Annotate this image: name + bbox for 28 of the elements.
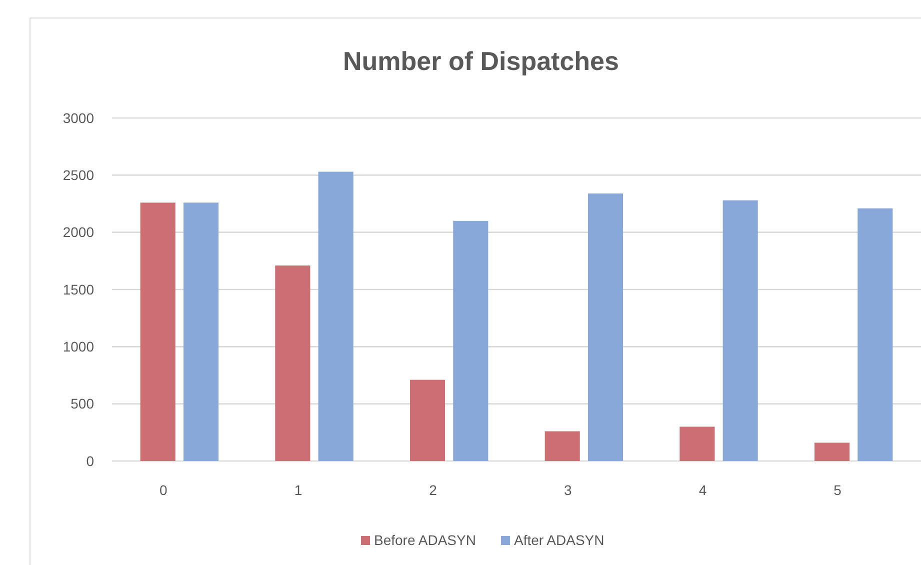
y-tick-label: 3000: [62, 110, 94, 126]
bar: [680, 426, 715, 461]
x-tick-label: 5: [834, 482, 842, 498]
bar: [140, 202, 176, 461]
y-tick-label: 2000: [62, 224, 94, 240]
y-tick-label: 500: [70, 396, 94, 412]
bar: [858, 208, 893, 461]
bar: [410, 380, 446, 461]
y-tick-label: 1000: [62, 338, 94, 355]
x-tick-label: 0: [160, 482, 168, 498]
legend-label: After ADASYN: [514, 532, 604, 548]
y-tick-label: 0: [86, 452, 94, 469]
legend-label: Before ADASYN: [374, 532, 476, 548]
x-tick-label: 4: [698, 482, 707, 498]
bar: [183, 202, 219, 461]
bar: [722, 200, 758, 461]
bar: [544, 431, 580, 461]
x-tick-label: 3: [564, 482, 572, 498]
bar: [453, 220, 488, 461]
x-tick-label: 1: [294, 482, 302, 498]
y-tick-label: 2500: [62, 167, 94, 184]
chart-title: Number of Dispatches: [343, 46, 619, 76]
bar: [588, 193, 624, 461]
bar: [814, 442, 850, 461]
bar: [318, 172, 354, 461]
bar: [275, 265, 310, 461]
x-tick-label: 2: [429, 482, 438, 498]
y-tick-label: 1500: [62, 281, 94, 298]
